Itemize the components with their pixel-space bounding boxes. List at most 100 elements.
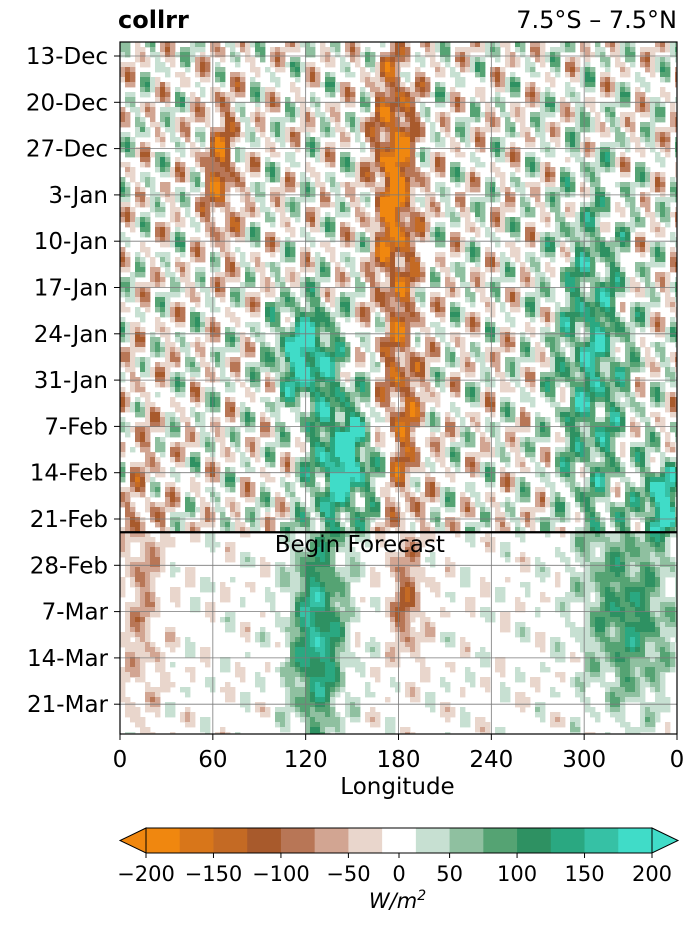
heatmap-cell <box>160 112 166 118</box>
heatmap-cell <box>510 277 516 283</box>
heatmap-cell <box>340 237 346 243</box>
heatmap-cell <box>655 227 661 233</box>
heatmap-cell <box>410 347 416 353</box>
heatmap-cell <box>550 107 556 113</box>
heatmap-cell <box>200 57 206 63</box>
heatmap-cell <box>595 232 601 238</box>
heatmap-cell <box>470 117 476 123</box>
heatmap-cell <box>620 242 626 248</box>
heatmap-cell <box>475 272 481 278</box>
heatmap-cell <box>270 317 276 323</box>
heatmap-cell <box>425 207 431 213</box>
heatmap-cell <box>425 197 431 203</box>
heatmap-cell <box>350 232 356 238</box>
heatmap-cell <box>535 102 541 108</box>
heatmap-cell <box>450 347 456 353</box>
heatmap-cell <box>230 257 236 263</box>
heatmap-cell <box>275 237 281 243</box>
heatmap-cell <box>155 87 161 93</box>
heatmap-cell <box>390 347 396 353</box>
heatmap-cell <box>415 72 421 78</box>
heatmap-cell <box>240 157 246 163</box>
heatmap-cell <box>140 267 146 273</box>
heatmap-cell <box>225 137 231 143</box>
heatmap-cell <box>560 252 566 258</box>
heatmap-cell <box>225 102 231 108</box>
heatmap-cell <box>145 172 151 178</box>
heatmap-cell <box>195 242 201 248</box>
heatmap-cell <box>345 52 351 58</box>
heatmap-cell <box>445 47 451 53</box>
heatmap-cell <box>410 282 416 288</box>
heatmap-cell <box>225 267 231 273</box>
heatmap-cell <box>280 127 286 133</box>
heatmap-cell <box>545 317 551 323</box>
heatmap-cell <box>375 202 381 208</box>
heatmap-cell <box>390 282 396 288</box>
heatmap-cell <box>270 307 276 313</box>
heatmap-cell <box>450 217 456 223</box>
heatmap-cell <box>570 72 576 78</box>
heatmap-cell <box>670 47 676 53</box>
heatmap-cell <box>420 102 426 108</box>
heatmap-cell <box>290 242 296 248</box>
heatmap-cell <box>120 177 126 183</box>
heatmap-cell <box>530 252 536 258</box>
heatmap-cell <box>595 112 601 118</box>
heatmap-cell <box>655 157 661 163</box>
heatmap-cell <box>225 247 231 253</box>
heatmap-cell <box>665 42 671 48</box>
heatmap-cell <box>535 307 541 313</box>
heatmap-cell <box>280 202 286 208</box>
heatmap-cell <box>410 92 416 98</box>
heatmap-cell <box>635 352 641 358</box>
heatmap-cell <box>380 337 386 343</box>
heatmap-cell <box>515 157 521 163</box>
heatmap-cell <box>480 217 486 223</box>
heatmap-cell <box>490 262 496 268</box>
heatmap-cell <box>180 107 186 113</box>
heatmap-cell <box>245 207 251 213</box>
heatmap-cell <box>490 112 496 118</box>
heatmap-cell <box>270 57 276 63</box>
heatmap-cell <box>135 257 141 263</box>
heatmap-cell <box>640 252 646 258</box>
heatmap-cell <box>665 282 671 288</box>
heatmap-cell <box>475 147 481 153</box>
heatmap-cell <box>625 327 631 333</box>
heatmap-cell <box>515 302 521 308</box>
heatmap-cell <box>460 317 466 323</box>
heatmap-cell <box>230 92 236 98</box>
heatmap-cell <box>585 207 591 213</box>
heatmap-cell <box>460 237 466 243</box>
heatmap-cell <box>450 292 456 298</box>
heatmap-cell <box>180 242 186 248</box>
heatmap-cell <box>390 337 396 343</box>
heatmap-cell <box>530 47 536 53</box>
heatmap-cell <box>235 322 241 328</box>
heatmap-cell <box>605 207 611 213</box>
heatmap-cell <box>230 357 236 363</box>
heatmap-cell <box>160 97 166 103</box>
heatmap-cell <box>370 87 376 93</box>
heatmap-cell <box>595 307 601 313</box>
heatmap-cell <box>345 182 351 188</box>
heatmap-cell <box>675 267 677 273</box>
heatmap-cell <box>305 337 311 343</box>
heatmap-cell <box>440 242 446 248</box>
heatmap-cell <box>200 112 206 118</box>
heatmap-cell <box>540 127 546 133</box>
heatmap-cell <box>310 42 316 48</box>
heatmap-cell <box>290 342 296 348</box>
heatmap-cell <box>240 257 246 263</box>
heatmap-cell <box>160 312 166 318</box>
heatmap-cell <box>585 87 591 93</box>
heatmap-cell <box>365 332 371 338</box>
heatmap-cell <box>580 282 586 288</box>
heatmap-cell <box>160 292 166 298</box>
heatmap-cell <box>325 202 331 208</box>
heatmap-cell <box>270 117 276 123</box>
heatmap-cell <box>565 102 571 108</box>
heatmap-cell <box>310 337 316 343</box>
heatmap-cell <box>235 177 241 183</box>
